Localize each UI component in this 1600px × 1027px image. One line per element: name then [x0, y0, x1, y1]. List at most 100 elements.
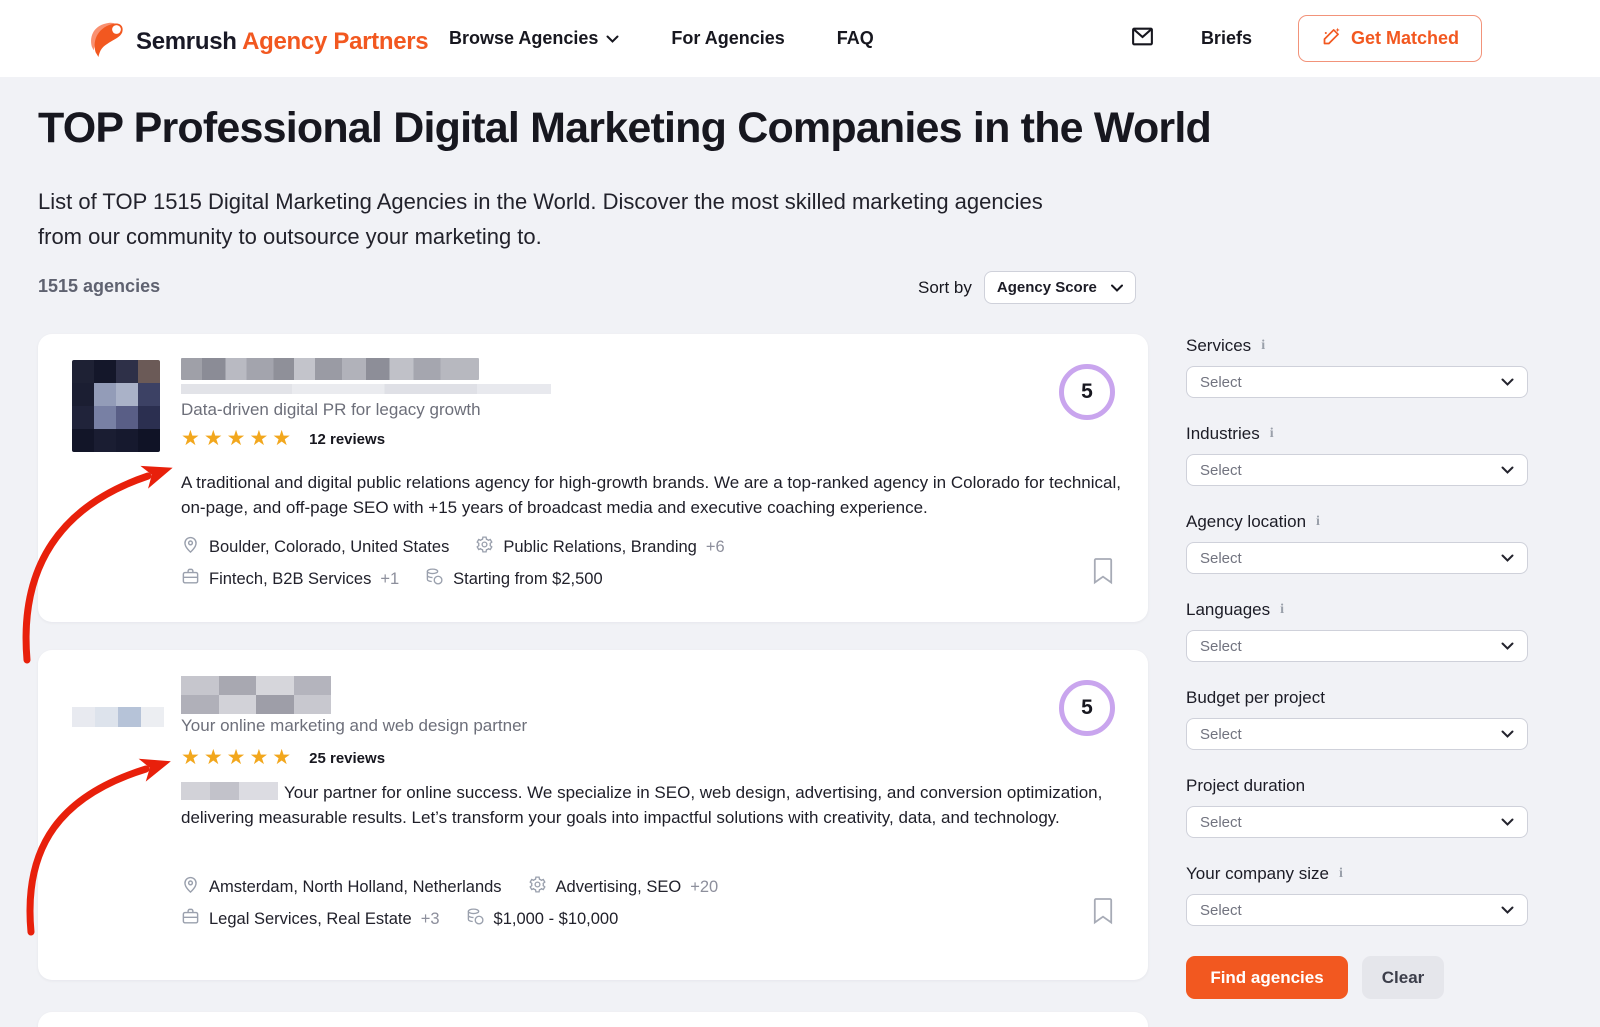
envelope-icon[interactable] [1130, 24, 1155, 54]
filter-group-project-duration: Project duration Select [1186, 776, 1528, 838]
clear-button[interactable]: Clear [1362, 956, 1444, 999]
budget-select[interactable]: Select [1186, 718, 1528, 750]
select-placeholder: Select [1200, 549, 1242, 567]
meta-row: Amsterdam, North Holland, Netherlands Ad… [181, 875, 718, 899]
agency-logo-blurred [72, 360, 160, 452]
meta-row: Fintech, B2B Services +1 Starting from $… [181, 567, 603, 591]
location-item: Boulder, Colorado, United States [181, 535, 449, 559]
briefs-link[interactable]: Briefs [1130, 24, 1252, 54]
meta-row: Boulder, Colorado, United States Public … [181, 535, 725, 559]
filter-label: Project duration [1186, 776, 1306, 795]
agency-description: Your partner for online success. We spec… [181, 782, 1103, 827]
agency-logo-blurred [72, 707, 164, 727]
gear-icon [475, 535, 494, 559]
agency-name-blurred [181, 358, 479, 380]
nav-for-agencies[interactable]: For Agencies [671, 28, 785, 48]
agency-card-partial[interactable] [38, 1012, 1148, 1027]
filter-group-languages: Languages i Select [1186, 600, 1528, 662]
gear-icon [528, 875, 547, 899]
coins-icon [466, 907, 485, 931]
filter-label: Agency location [1186, 512, 1307, 531]
industries-item: Legal Services, Real Estate +3 [181, 907, 440, 931]
filter-group-agency-location: Agency location i Select [1186, 512, 1528, 574]
industries-select[interactable]: Select [1186, 454, 1528, 486]
bookmark-icon[interactable] [1091, 896, 1115, 930]
budget-item: Starting from $2,500 [425, 567, 603, 591]
agency-score-badge: 5 [1059, 680, 1115, 736]
services-select[interactable]: Select [1186, 366, 1528, 398]
agency-description: A traditional and digital public relatio… [181, 473, 1121, 517]
bookmark-icon[interactable] [1091, 556, 1115, 590]
info-icon[interactable]: i [1269, 426, 1274, 441]
agency-location-select[interactable]: Select [1186, 542, 1528, 574]
coins-icon [425, 567, 444, 591]
sort-dropdown[interactable]: Agency Score [983, 271, 1136, 304]
agency-score-badge: 5 [1059, 364, 1115, 420]
budget-item: $1,000 - $10,000 [466, 907, 618, 931]
company-size-select[interactable]: Select [1186, 894, 1528, 926]
info-icon[interactable]: i [1261, 338, 1266, 353]
project-duration-select[interactable]: Select [1186, 806, 1528, 838]
languages-select[interactable]: Select [1186, 630, 1528, 662]
brand-text: Semrush Agency Partners [136, 27, 429, 55]
services-more-count[interactable]: +6 [705, 537, 725, 556]
nav-faq[interactable]: FAQ [836, 28, 874, 48]
header: Semrush Agency Partners Browse Agencies … [0, 0, 1600, 77]
filters-sidebar: Services i Select Industries i Select Agen… [1186, 336, 1528, 999]
briefcase-icon [181, 567, 200, 591]
magic-wand-icon [1321, 26, 1342, 52]
filter-label: Languages [1186, 600, 1271, 619]
industries-more-count[interactable]: +3 [420, 909, 440, 928]
info-icon[interactable]: i [1316, 514, 1320, 529]
meta-row: Legal Services, Real Estate +3 $1,000 - … [181, 907, 618, 931]
rating-row: ★★★★★ 12 reviews [181, 427, 385, 451]
reviews-link[interactable]: 12 reviews [309, 430, 386, 448]
briefcase-icon [181, 907, 200, 931]
location-pin-icon [181, 875, 200, 899]
reviews-link[interactable]: 25 reviews [309, 749, 386, 767]
agency-tagline: Data-driven digital PR for legacy growth [181, 400, 481, 419]
star-rating-icons: ★★★★★ [181, 427, 296, 450]
filter-label: Industries [1186, 424, 1260, 443]
agency-name-blurred [181, 676, 331, 714]
select-placeholder: Select [1200, 461, 1242, 479]
sort-row: Sort by Agency Score [918, 271, 1136, 304]
info-icon[interactable]: i [1280, 602, 1285, 617]
agency-card[interactable]: Your online marketing and web design par… [38, 650, 1148, 980]
services-more-count[interactable]: +20 [690, 877, 719, 896]
sort-by-label: Sort by [918, 277, 972, 297]
agency-card[interactable]: Data-driven digital PR for legacy growth… [38, 334, 1148, 622]
chevron-down-icon [1110, 279, 1123, 296]
industries-more-count[interactable]: +1 [380, 569, 400, 588]
briefs-label[interactable]: Briefs [1200, 28, 1252, 48]
page-subtitle: List of TOP 1515 Digital Marketing Agenc… [38, 189, 1043, 249]
brand-logo[interactable]: Semrush Agency Partners [88, 18, 429, 65]
location-item: Amsterdam, North Holland, Netherlands [181, 875, 502, 899]
page-title: TOP Professional Digital Marketing Compa… [38, 104, 1212, 152]
get-matched-button[interactable]: Get Matched [1297, 15, 1482, 62]
filter-group-services: Services i Select [1186, 336, 1528, 398]
star-rating-icons: ★★★★★ [181, 746, 296, 769]
filter-label: Services [1186, 336, 1252, 355]
filter-group-company-size: Your company size i Select [1186, 864, 1528, 926]
select-placeholder: Select [1200, 637, 1242, 655]
info-icon[interactable]: i [1339, 866, 1343, 881]
select-placeholder: Select [1200, 901, 1242, 919]
industries-item: Fintech, B2B Services +1 [181, 567, 399, 591]
rating-row: ★★★★★ 25 reviews [181, 746, 385, 770]
filter-group-budget: Budget per project Select [1186, 688, 1528, 750]
select-placeholder: Select [1200, 373, 1242, 391]
select-placeholder: Select [1200, 813, 1242, 831]
semrush-flame-icon [88, 18, 126, 65]
filter-label: Your company size [1186, 864, 1330, 883]
agency-name-blurred-inline [181, 782, 278, 800]
chevron-down-icon [606, 28, 619, 49]
services-item: Public Relations, Branding +6 [475, 535, 725, 559]
agency-name-blurred-line2 [181, 384, 551, 394]
nav-browse-agencies[interactable]: Browse Agencies [449, 28, 619, 49]
filter-group-industries: Industries i Select [1186, 424, 1528, 486]
find-agencies-button[interactable]: Find agencies [1186, 956, 1348, 999]
location-pin-icon [181, 535, 200, 559]
main-nav: Browse Agencies For Agencies FAQ [449, 0, 874, 77]
services-item: Advertising, SEO +20 [528, 875, 719, 899]
